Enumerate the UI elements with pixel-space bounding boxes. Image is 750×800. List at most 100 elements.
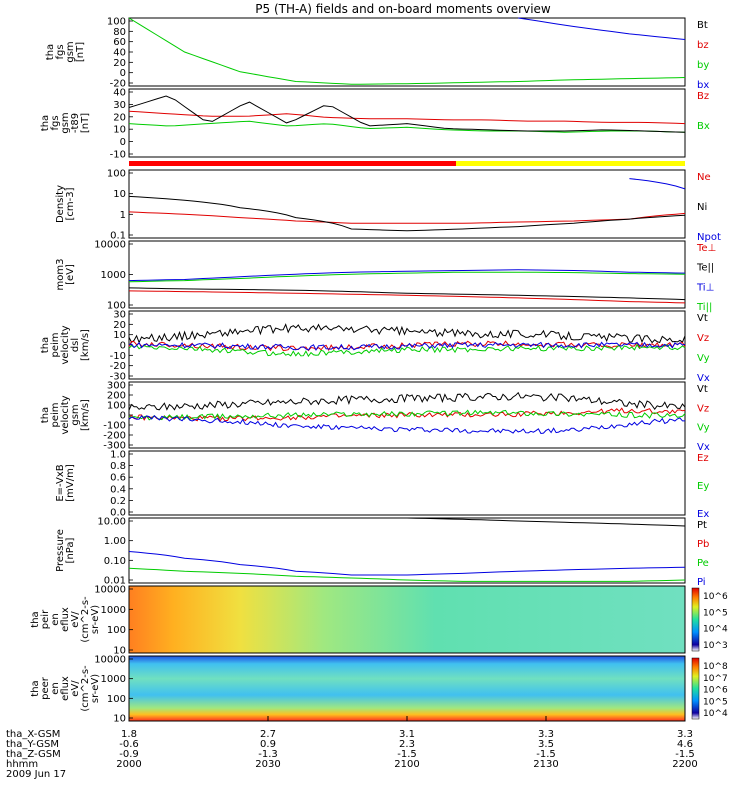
y-axis-label: tha	[45, 44, 56, 60]
series-line	[128, 409, 686, 421]
y-tick-label: 40	[113, 48, 126, 59]
y-tick-label: 100	[107, 301, 126, 312]
y-axis-label: [eV]	[65, 264, 76, 285]
legend-label: bz	[697, 40, 709, 51]
legend-label: Vz	[697, 333, 709, 344]
y-axis-label: fgs	[50, 115, 61, 130]
y-axis-label: [mV/m]	[65, 464, 76, 502]
y-tick-label: 10	[113, 330, 126, 341]
series-line	[128, 269, 686, 282]
legend-label: Ni	[697, 202, 707, 213]
y-axis-label: peim	[50, 402, 61, 427]
panel-frame	[128, 240, 686, 309]
y-tick-label: 0.10	[104, 556, 126, 567]
y-tick-label: 0	[120, 341, 126, 352]
y-axis-label: fgs	[55, 44, 66, 59]
y-axis-label: gsm	[65, 41, 76, 62]
ephem-value-z: -1.5	[536, 749, 556, 760]
y-tick-label: 0	[120, 411, 126, 422]
colorbar-label: 10^4	[703, 625, 728, 635]
y-axis-label: gsm	[70, 404, 81, 425]
orbit-bar-yellow	[456, 161, 685, 166]
legend-label: Npot	[697, 232, 721, 243]
legend-label: Ti⊥	[696, 282, 714, 293]
y-axis-label: tha	[30, 680, 41, 696]
ephem-value-time: 2000	[116, 759, 141, 770]
series-line	[128, 95, 686, 133]
y-axis-label: peer	[40, 676, 51, 700]
y-tick-label: 10000	[94, 240, 126, 251]
legend-label: Ey	[697, 481, 709, 492]
series-line	[128, 290, 686, 304]
ephem-value-y: 4.6	[677, 739, 693, 750]
y-tick-label: -300	[103, 441, 126, 452]
ephem-value-time: 2130	[533, 759, 558, 770]
ephem-value-x: 3.1	[399, 729, 415, 740]
y-tick-label: -200	[103, 431, 126, 442]
legend-label: Ez	[697, 453, 709, 464]
series-line	[128, 211, 686, 224]
y-axis-label: Pressure	[55, 529, 66, 572]
ephem-value-z: -1.5	[397, 749, 417, 760]
y-tick-label: 100	[107, 169, 126, 180]
panel-10: 10^8 10^7 10^610^5 10^4 10000 1000 100 10 tha pee…	[30, 655, 728, 725]
ephem-value-z: -0.9	[119, 749, 139, 760]
series-line	[128, 341, 686, 352]
y-axis-label: [nPa]	[65, 537, 76, 563]
y-tick-label: -20	[110, 361, 126, 372]
legend-label: Pe	[697, 558, 709, 569]
legend-label: Vt	[697, 384, 708, 395]
y-tick-label: 10	[113, 125, 126, 136]
ephemeris-block: tha_X-GSM tha_Y-GSM tha_Z-GSM hhmm 2009 …	[6, 716, 698, 780]
y-tick-label: 0	[120, 68, 126, 79]
series-line	[128, 551, 686, 576]
legend-label: Ti||	[696, 302, 712, 313]
y-tick-label: 1	[120, 210, 126, 221]
y-tick-label: -20	[110, 79, 126, 90]
y-axis-label: velocity	[60, 395, 71, 434]
y-tick-label: 30	[113, 310, 126, 321]
ephem-value-x: 3.3	[538, 729, 554, 740]
series-line	[128, 567, 686, 582]
spectrogram-fill	[129, 586, 685, 653]
y-axis-label: tha	[40, 337, 51, 353]
panel-9: 10^6 10^5 10^4 10^3 10000 1000 100 10 tha peir en e…	[30, 585, 728, 657]
series-line	[128, 407, 686, 422]
legend-label: Vy	[697, 423, 710, 434]
series-line	[128, 271, 686, 283]
y-tick-label: 100	[107, 401, 126, 412]
legend-label: Bz	[697, 91, 709, 102]
series-line	[128, 17, 686, 85]
y-axis-label: tha	[40, 115, 51, 131]
y-tick-label: 0.8	[110, 461, 126, 472]
ephem-label-z: tha_Z-GSM	[6, 749, 61, 760]
legend-label: Vt	[697, 313, 708, 324]
y-axis-label: [nT]	[80, 113, 91, 133]
y-axis-label: (cm^2-s-	[80, 665, 91, 712]
legend-label: Bx	[697, 121, 710, 132]
colorbar	[691, 587, 700, 652]
colorbar-label: 10^7	[703, 674, 728, 684]
legend-label: Vy	[697, 353, 710, 364]
y-tick-label: 0.0	[110, 508, 126, 519]
y-tick-label: 10	[113, 646, 126, 657]
colorbar	[691, 657, 700, 720]
legend-label: Ne	[697, 172, 711, 183]
panel-frame	[128, 450, 686, 516]
legend-label: Vz	[697, 403, 709, 414]
colorbar-label: 10^6	[703, 686, 728, 696]
ephem-value-x: 1.8	[121, 729, 137, 740]
y-tick-label: 100	[107, 17, 126, 28]
legend-label: by	[697, 60, 709, 71]
date-label: 2009 Jun 17	[6, 769, 66, 780]
colorbar-label: 10^3	[703, 641, 728, 651]
y-tick-label: 1.0	[110, 450, 126, 461]
colorbar-label: 10^6	[703, 592, 728, 602]
legend-label: bx	[697, 80, 709, 91]
